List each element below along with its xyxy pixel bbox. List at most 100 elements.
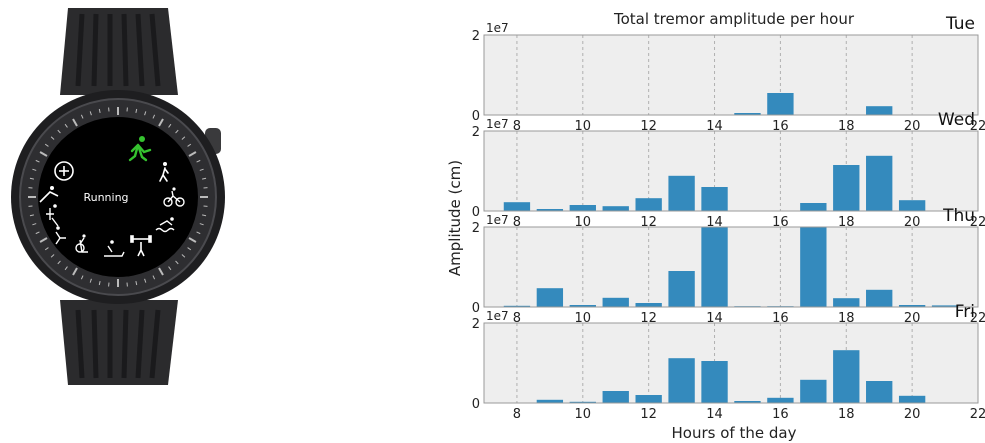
x-tick-label: 22 — [970, 215, 985, 230]
bezel-tick — [35, 231, 40, 235]
bar-thu-12 — [635, 303, 662, 307]
bezel-tick — [44, 143, 49, 147]
y-tick-label: 2 — [472, 125, 480, 140]
bar-fri-19 — [866, 381, 893, 403]
bezel-tick — [39, 151, 48, 157]
bezel-tick — [57, 129, 61, 134]
bezel-tick — [32, 168, 37, 171]
x-tick-label: 22 — [970, 407, 985, 422]
y-tick-label: 0 — [472, 205, 480, 220]
panel-background — [484, 131, 978, 211]
x-tick-label: 16 — [772, 215, 789, 230]
bezel-tick — [98, 108, 101, 113]
bezel-tick — [135, 108, 138, 113]
bezel-tick — [175, 260, 179, 265]
bezel-tick — [64, 123, 68, 128]
bar-thu-18 — [833, 298, 860, 307]
bezel-tick — [29, 214, 34, 217]
walking-icon — [159, 162, 169, 182]
bezel-tick — [144, 111, 147, 116]
bar-wed-13 — [668, 175, 695, 211]
day-label: Fri — [955, 302, 975, 322]
x-tick-label: 12 — [640, 119, 657, 134]
watch-app-label: Running — [83, 191, 128, 204]
bar-fri-17 — [800, 379, 827, 403]
x-tick-label: 16 — [772, 311, 789, 326]
y-tick-label: 0 — [472, 301, 480, 316]
bar-wed-10 — [569, 205, 596, 211]
bezel-tick — [50, 254, 55, 258]
bezel-ticks — [28, 107, 208, 287]
bezel-tick — [29, 177, 34, 180]
bezel-tick — [158, 118, 164, 127]
chart-xlabel: Hours of the day — [672, 424, 797, 442]
x-tick-label: 10 — [575, 311, 592, 326]
bezel-tick — [196, 159, 201, 163]
x-tick-label: 16 — [772, 407, 789, 422]
bezel-tick — [158, 267, 164, 276]
x-tick-label: 18 — [838, 407, 855, 422]
bezel-tick — [44, 247, 49, 251]
bezel-tick — [181, 254, 186, 258]
bezel-tick — [64, 266, 68, 271]
watch-screen — [38, 117, 198, 277]
x-tick-label: 8 — [513, 215, 521, 230]
panel-frame — [483, 34, 979, 116]
chart-ylabel: Amplitude (cm) — [446, 160, 464, 276]
bezel-tick — [168, 123, 172, 128]
bar-thu-9 — [536, 288, 564, 307]
bar-tue-15 — [734, 113, 761, 115]
panel-frame — [483, 130, 979, 212]
day-label: Wed — [938, 110, 975, 130]
y-scale-label: 1e7 — [486, 21, 509, 35]
bezel-tick — [175, 129, 179, 134]
y-scale-label: 1e7 — [486, 213, 509, 227]
bezel-tick — [72, 267, 78, 276]
y-tick-label: 0 — [472, 109, 480, 124]
x-tick-label: 22 — [970, 119, 985, 134]
bar-tue-16 — [767, 93, 794, 115]
bezel-tick — [187, 247, 192, 251]
x-tick-label: 10 — [575, 215, 592, 230]
y-tick-label: 2 — [472, 317, 480, 332]
bezel-tick — [188, 237, 197, 243]
cycling-icon — [163, 187, 185, 207]
bar-wed-12 — [635, 198, 662, 211]
bezel-tick — [50, 136, 55, 140]
y-scale-label: 1e7 — [486, 309, 509, 323]
y-scale-label: 1e7 — [486, 117, 509, 131]
dumbbell-icon — [46, 204, 59, 227]
bezel-tick — [80, 114, 84, 119]
chart-title: Total tremor amplitude per hour — [613, 10, 855, 28]
bezel-tick — [72, 118, 78, 127]
bezel-tick — [199, 168, 204, 171]
bar-wed-17 — [800, 203, 827, 211]
bar-fri-14 — [701, 361, 728, 403]
bar-wed-9 — [536, 209, 564, 211]
bar-fri-11 — [602, 391, 629, 403]
bezel-tick — [196, 231, 201, 235]
bezel-tick — [152, 114, 156, 119]
treadmill-icon — [104, 240, 125, 257]
swimming-icon — [155, 217, 175, 233]
x-tick-label: 20 — [904, 119, 921, 134]
bar-wed-18 — [833, 165, 860, 211]
bezel-tick — [89, 111, 92, 116]
bar-wed-11 — [602, 206, 629, 211]
rowing-icon — [39, 186, 59, 203]
x-tick-label: 10 — [575, 119, 592, 134]
bar-thu-13 — [668, 271, 695, 307]
y-tick-label: 0 — [472, 397, 480, 412]
x-tick-label: 10 — [575, 407, 592, 422]
bezel-tick — [202, 214, 207, 217]
elliptical-icon — [75, 234, 88, 253]
x-tick-label: 14 — [706, 215, 723, 230]
tremor-chart: Total tremor amplitude per hour Amplitud… — [446, 10, 985, 442]
bar-thu-10 — [569, 305, 596, 307]
bezel-tick — [187, 143, 192, 147]
x-tick-label: 8 — [513, 407, 521, 422]
bar-thu-8 — [503, 305, 531, 307]
bar-tue-19 — [866, 106, 893, 115]
